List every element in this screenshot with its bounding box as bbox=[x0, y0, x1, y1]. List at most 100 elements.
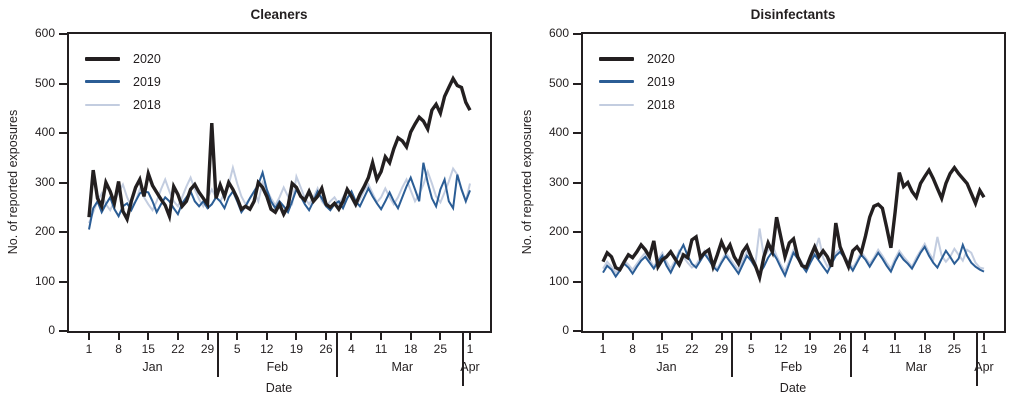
y-tick-label: 500 bbox=[548, 75, 569, 90]
legend-line-2020-icon bbox=[85, 56, 120, 61]
x-tick-label: 19 bbox=[289, 342, 304, 356]
month-separator bbox=[849, 333, 852, 377]
series-line-2018 bbox=[88, 163, 471, 224]
x-tick-mark bbox=[409, 333, 412, 340]
legend-label-2018: 2018 bbox=[133, 97, 161, 112]
x-tick-mark bbox=[88, 333, 90, 340]
x-tick-mark bbox=[864, 333, 867, 340]
series-line-2018 bbox=[602, 228, 985, 275]
y-tick-mark bbox=[59, 330, 67, 332]
x-tick-mark bbox=[779, 333, 782, 340]
y-tick-mark bbox=[573, 33, 581, 35]
month-label-mar: Mar bbox=[905, 360, 928, 374]
legend: 2020 2019 2018 bbox=[599, 47, 675, 116]
x-tick-label: 1 bbox=[599, 342, 607, 356]
y-tick-label: 500 bbox=[34, 75, 55, 90]
x-tick-label: 4 bbox=[862, 342, 869, 356]
x-tick-mark bbox=[839, 333, 842, 340]
legend-label-2019: 2019 bbox=[133, 74, 161, 89]
legend: 2020 2019 2018 bbox=[85, 47, 161, 116]
x-tick-label: 1 bbox=[980, 342, 988, 356]
y-tick-label: 100 bbox=[548, 273, 569, 288]
y-tick-mark bbox=[59, 82, 67, 85]
x-tick-mark bbox=[295, 333, 298, 340]
y-tick-mark bbox=[59, 33, 67, 35]
y-tick-mark bbox=[573, 231, 581, 233]
y-tick-label: 100 bbox=[34, 273, 55, 288]
legend-line-2018-icon bbox=[599, 103, 634, 106]
x-tick-mark bbox=[380, 333, 383, 340]
month-label-feb: Feb bbox=[780, 360, 803, 374]
y-tick-mark bbox=[573, 330, 581, 332]
x-tick-mark bbox=[894, 333, 897, 340]
x-tick-mark bbox=[350, 333, 353, 340]
y-tick-label: 400 bbox=[548, 125, 569, 139]
legend-item-2019: 2019 bbox=[599, 70, 675, 93]
y-tick-label: 600 bbox=[548, 26, 569, 40]
y-tick-mark bbox=[59, 132, 67, 134]
x-tick-mark bbox=[809, 333, 812, 340]
x-tick-mark bbox=[469, 333, 471, 340]
plot-area: 2020 2019 2018 bbox=[581, 32, 1006, 333]
x-tick-label: 1 bbox=[85, 342, 93, 356]
plot-area: 2020 2019 2018 bbox=[67, 32, 492, 333]
chart-title: Disinfectants bbox=[750, 7, 836, 22]
legend-label-2020: 2020 bbox=[133, 51, 161, 66]
month-label-jan: Jan bbox=[142, 360, 163, 374]
x-tick-mark bbox=[631, 333, 634, 340]
x-tick-label: 18 bbox=[918, 342, 932, 356]
x-tick-mark bbox=[176, 333, 179, 340]
x-tick-label: 15 bbox=[141, 342, 155, 356]
x-tick-label: 11 bbox=[888, 342, 902, 356]
x-tick-label: 18 bbox=[404, 342, 418, 356]
x-tick-label: 1 bbox=[466, 342, 474, 356]
x-tick-label: 15 bbox=[655, 342, 669, 356]
legend-line-2018-icon bbox=[85, 103, 120, 106]
x-axis-title: Date bbox=[779, 381, 807, 395]
x-tick-label: 25 bbox=[947, 342, 962, 356]
y-tick-mark bbox=[59, 231, 67, 233]
y-tick-mark bbox=[573, 181, 581, 184]
month-separator bbox=[975, 333, 978, 386]
x-tick-label: 22 bbox=[685, 342, 699, 356]
x-tick-mark bbox=[325, 333, 328, 340]
x-tick-label: 26 bbox=[319, 342, 333, 356]
x-tick-label: 12 bbox=[260, 342, 274, 356]
x-tick-mark bbox=[602, 333, 604, 340]
panel-disinfectants: Disinfectants No. of reported exposures … bbox=[514, 0, 1028, 416]
month-label-jan: Jan bbox=[656, 360, 677, 374]
series-line-2019 bbox=[602, 241, 985, 279]
y-tick-label: 0 bbox=[562, 323, 569, 337]
x-tick-mark bbox=[117, 333, 120, 340]
x-tick-label: 8 bbox=[115, 342, 122, 356]
x-axis-title: Date bbox=[265, 381, 293, 395]
legend-label-2018: 2018 bbox=[647, 97, 675, 112]
legend-line-2020-icon bbox=[599, 56, 634, 61]
legend-item-2020: 2020 bbox=[599, 47, 675, 70]
x-tick-label: 5 bbox=[233, 342, 241, 356]
x-tick-mark bbox=[690, 333, 693, 340]
legend-label-2019: 2019 bbox=[647, 74, 675, 89]
y-tick-mark bbox=[573, 132, 581, 134]
x-tick-label: 5 bbox=[747, 342, 755, 356]
x-tick-mark bbox=[923, 333, 926, 340]
x-tick-label: 12 bbox=[774, 342, 788, 356]
x-tick-mark bbox=[720, 333, 723, 340]
y-tick-label: 300 bbox=[34, 174, 55, 189]
legend-item-2018: 2018 bbox=[85, 93, 161, 116]
month-separator bbox=[335, 333, 338, 377]
month-label-apr: Apr bbox=[460, 360, 480, 374]
x-tick-mark bbox=[661, 333, 664, 340]
legend-line-2019-icon bbox=[85, 80, 120, 83]
month-separator bbox=[217, 333, 220, 377]
x-tick-mark bbox=[265, 333, 268, 340]
y-tick-label: 600 bbox=[34, 26, 55, 40]
month-label-apr: Apr bbox=[974, 360, 994, 374]
y-tick-mark bbox=[59, 280, 67, 283]
month-label-feb: Feb bbox=[266, 360, 289, 374]
x-tick-mark bbox=[236, 333, 239, 340]
x-tick-mark bbox=[147, 333, 150, 340]
x-tick-mark bbox=[983, 333, 985, 340]
y-tick-mark bbox=[573, 280, 581, 283]
x-tick-mark bbox=[750, 333, 753, 340]
